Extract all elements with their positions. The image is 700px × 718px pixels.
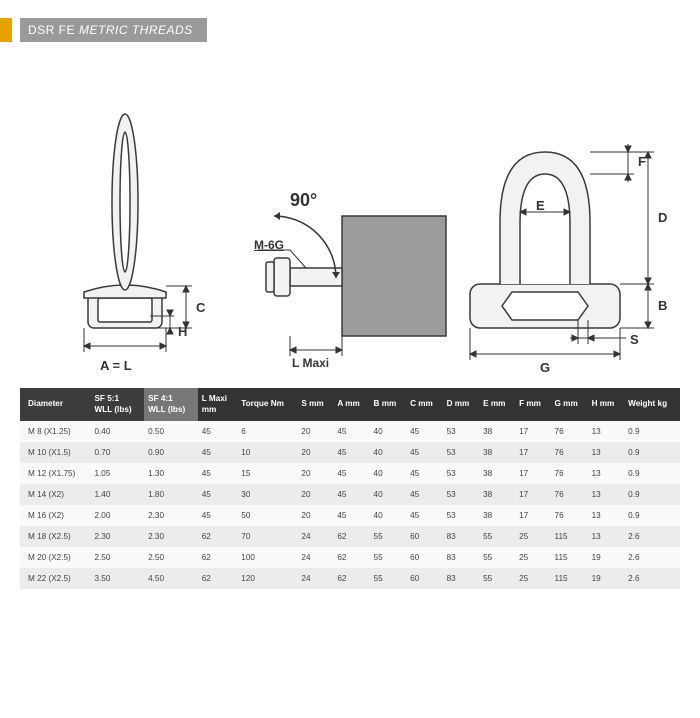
spec-tbody: M 8 (X1.25)0.400.50456204540455338177613… [20,421,680,589]
title-suffix: METRIC THREADS [79,23,193,37]
col-e: E mm [479,388,515,421]
spec-table: DiameterSF 5:1WLL (lbs)SF 4:1WLL (lbs)L … [20,388,680,589]
col-h: H mm [588,388,625,421]
label-H: H [178,324,187,339]
col-b: B mm [370,388,407,421]
col-wt: Weight kg [624,388,680,421]
diagram-left [50,102,230,362]
diagram-area: A = L H C 90° M-6G L Maxi [0,42,700,382]
diagram-right [450,92,680,372]
col-lmaxi: L Maximm [198,388,238,421]
table-row: M 16 (X2)2.002.3045502045404553381776130… [20,505,680,526]
label-E: E [536,198,545,213]
col-d: D mm [443,388,480,421]
label-C: C [196,300,205,315]
label-M6G: M-6G [254,238,284,252]
label-F: F [638,154,646,169]
col-a: A mm [333,388,369,421]
col-c: C mm [406,388,443,421]
table-row: M 10 (X1.5)0.700.90451020454045533817761… [20,442,680,463]
col-torque: Torque Nm [237,388,297,421]
table-row: M 14 (X2)1.401.8045302045404553381776130… [20,484,680,505]
table-row: M 12 (X1.75)1.051.3045152045404553381776… [20,463,680,484]
title-accent [0,18,12,42]
col-f: F mm [515,388,550,421]
col-dia: Diameter [20,388,90,421]
col-sf5: SF 5:1WLL (lbs) [90,388,144,421]
table-row: M 20 (X2.5)2.502.50621002462556083552511… [20,547,680,568]
title-bar: DSR FE METRIC THREADS [0,18,700,42]
table-row: M 22 (X2.5)3.504.50621202462556083552511… [20,568,680,589]
label-D: D [658,210,667,225]
col-s: S mm [297,388,333,421]
table-row: M 8 (X1.25)0.400.50456204540455338177613… [20,421,680,442]
label-Lmaxi: L Maxi [292,356,329,370]
col-sf4: SF 4:1WLL (lbs) [144,388,198,421]
title-prefix: DSR FE [28,23,75,37]
label-S: S [630,332,639,347]
label-A: A = L [100,358,132,373]
col-g: G mm [551,388,588,421]
label-90deg: 90° [290,190,317,211]
label-G: G [540,360,550,375]
diagram-middle [230,172,450,382]
table-row: M 18 (X2.5)2.302.30627024625560835525115… [20,526,680,547]
title-text: DSR FE METRIC THREADS [20,18,207,42]
spec-thead: DiameterSF 5:1WLL (lbs)SF 4:1WLL (lbs)L … [20,388,680,421]
label-B: B [658,298,667,313]
